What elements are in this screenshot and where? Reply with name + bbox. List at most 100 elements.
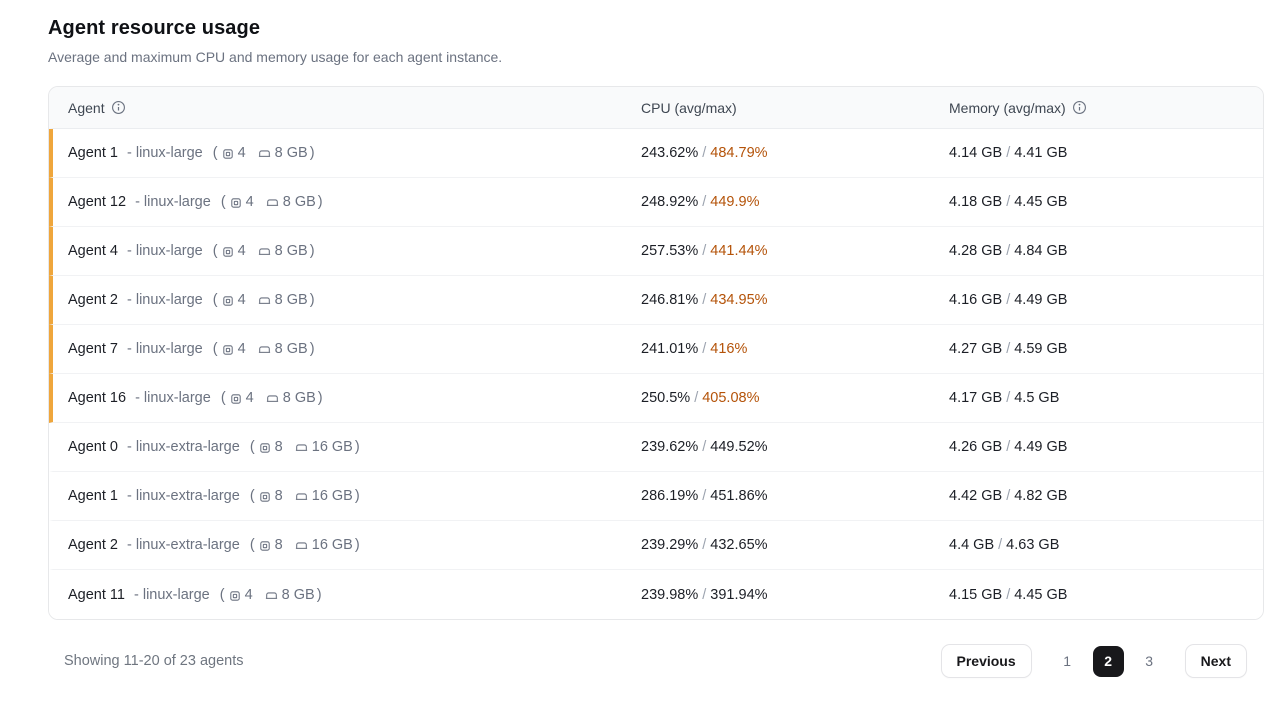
ram-icon [265,196,280,210]
memory-slash: / [1006,243,1011,259]
memory-slash: / [1006,292,1011,308]
agent-name: Agent 0 [68,439,118,455]
info-icon[interactable] [1072,100,1087,115]
agent-type: - linux-large [133,586,210,603]
cpu-slash: / [702,439,707,455]
memory-cell: 4.28 GB/4.84 GB [949,243,1263,259]
agent-name: Agent 7 [68,341,118,357]
memory-cell: 4.14 GB/4.41 GB [949,145,1263,161]
cpu-avg-value: 243.62% [641,145,699,161]
column-header-agent: Agent [53,100,641,116]
agent-specs: ( 4 8 GB ) [221,194,323,210]
memory-cell: 4.42 GB/4.82 GB [949,488,1263,504]
specs-close-paren: ) [354,488,360,504]
cpu-avg-value: 239.98% [641,586,699,603]
agent-cell: Agent 0 - linux-extra-large ( 8 16 GB ) [53,439,641,455]
agent-cpu-count: 4 [245,390,254,406]
cpu-cell: 239.62%/449.52% [641,439,949,455]
cpu-slash: / [702,194,707,210]
memory-cell: 4.15 GB/4.45 GB [949,587,1263,603]
agent-memory-size: 8 GB [274,145,308,161]
agent-usage-table: Agent CPU (avg/max) Memory (avg/max) Age… [48,86,1264,620]
memory-avg-value: 4.27 GB [949,341,1003,357]
specs-close-paren: ) [354,439,360,455]
specs-open-paren: ( [249,488,255,504]
cpu-max-value: 449.52% [710,439,768,455]
agent-memory-size: 8 GB [274,243,308,259]
column-header-agent-label: Agent [68,99,105,116]
memory-max-value: 4.45 GB [1014,194,1068,210]
memory-avg-value: 4.26 GB [949,439,1003,455]
ram-icon [257,294,272,308]
cpu-chip-icon [229,392,243,406]
cpu-chip-icon [258,539,272,553]
cpu-slash: / [702,586,707,603]
cpu-avg-value: 248.92% [641,194,699,210]
memory-slash: / [1006,145,1011,161]
agent-cpu-count: 8 [274,439,283,455]
cpu-avg-value: 239.29% [641,537,699,553]
info-icon[interactable] [111,100,126,115]
agent-cell: Agent 12 - linux-large ( 4 8 GB ) [53,194,641,210]
agent-type: - linux-large [127,341,203,357]
agent-type: - linux-large [135,194,211,210]
agent-memory-size: 8 GB [282,194,316,210]
table-row: Agent 12 - linux-large ( 4 8 GB ) 248.92… [49,178,1263,227]
table-row: Agent 4 - linux-large ( 4 8 GB ) 257.53%… [49,227,1263,276]
page-number-1[interactable]: 1 [1063,653,1072,669]
column-header-memory: Memory (avg/max) [949,100,1263,116]
cpu-max-value: 405.08% [702,390,760,406]
memory-avg-value: 4.16 GB [949,292,1003,308]
specs-close-paren: ) [309,145,315,161]
memory-slash: / [1006,194,1011,210]
agent-specs: ( 8 16 GB ) [250,439,360,455]
memory-max-value: 4.41 GB [1014,145,1068,161]
memory-cell: 4.27 GB/4.59 GB [949,341,1263,357]
cpu-chip-icon [258,441,272,455]
memory-slash: / [998,537,1003,553]
next-page-button[interactable]: Next [1184,644,1247,678]
page-subtitle: Average and maximum CPU and memory usage… [48,49,503,65]
agent-name: Agent 16 [68,390,127,406]
cpu-max-value: 449.9% [710,194,760,210]
agent-cell: Agent 16 - linux-large ( 4 8 GB ) [53,390,641,406]
specs-open-paren: ( [212,145,218,161]
ram-icon [257,245,272,259]
cpu-slash: / [702,488,707,504]
cpu-slash: / [694,390,699,406]
cpu-cell: 250.5%/405.08% [641,390,949,406]
memory-max-value: 4.84 GB [1014,243,1068,259]
memory-cell: 4.18 GB/4.45 GB [949,194,1263,210]
agent-type: - linux-large [135,390,211,406]
cpu-max-value: 391.94% [710,586,768,603]
agent-name: Agent 12 [68,194,127,210]
agent-cpu-count: 4 [237,341,246,357]
page-number-3[interactable]: 3 [1145,653,1154,669]
cpu-chip-icon [221,343,235,357]
memory-max-value: 4.5 GB [1014,390,1060,406]
memory-cell: 4.16 GB/4.49 GB [949,292,1263,308]
page: Agent resource usage Average and maximum… [48,17,1264,678]
cpu-avg-value: 257.53% [641,243,699,259]
memory-max-value: 4.45 GB [1014,586,1068,603]
agent-name: Agent 4 [68,243,118,259]
agent-specs: ( 4 8 GB ) [213,341,315,357]
cpu-chip-icon [221,147,235,161]
agent-memory-size: 16 GB [311,537,353,553]
agent-cell: Agent 2 - linux-extra-large ( 8 16 GB ) [53,537,641,553]
ram-icon [264,589,279,603]
table-header-row: Agent CPU (avg/max) Memory (avg/max) [49,87,1263,129]
cpu-max-value: 441.44% [710,243,768,259]
agent-memory-size: 8 GB [274,341,308,357]
agent-name: Agent 2 [68,292,118,308]
agent-specs: ( 8 16 GB ) [250,488,360,504]
previous-page-button[interactable]: Previous [940,644,1032,678]
ram-icon [294,490,309,504]
pagination: Previous 1 2 3 Next [940,644,1247,678]
specs-open-paren: ( [220,390,226,406]
agent-memory-size: 8 GB [281,586,315,603]
page-number-2[interactable]: 2 [1092,645,1124,677]
cpu-slash: / [702,145,707,161]
memory-avg-value: 4.17 GB [949,390,1003,406]
specs-close-paren: ) [309,341,315,357]
